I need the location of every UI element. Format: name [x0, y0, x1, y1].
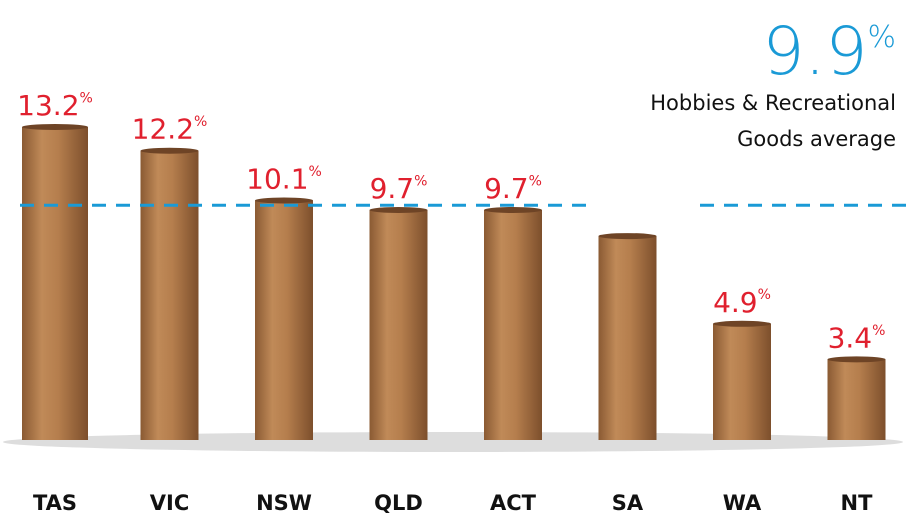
tube	[713, 320, 771, 440]
category-label: NSW	[256, 491, 312, 515]
category-label: WA	[723, 491, 762, 515]
tube	[598, 233, 657, 440]
value-label: 4.9%	[713, 286, 771, 319]
tube-top	[713, 320, 771, 327]
tube	[255, 197, 313, 440]
tube-body	[22, 127, 88, 440]
average-value: 9.9%	[763, 13, 896, 90]
value-label: 9.7%	[370, 172, 428, 205]
tube-body	[369, 209, 428, 440]
tube-body	[484, 209, 542, 440]
floor-shadow	[3, 432, 903, 452]
value-label: 10.1%	[246, 163, 322, 196]
tube	[369, 206, 428, 440]
category-label: ACT	[490, 491, 537, 515]
tube-body	[598, 236, 657, 440]
tube-top	[140, 147, 199, 154]
category-label: NT	[841, 491, 874, 515]
tube-body	[255, 200, 313, 440]
tube-top	[255, 197, 313, 204]
category-label: VIC	[150, 491, 189, 515]
tube-top	[22, 124, 88, 130]
category-label: QLD	[374, 491, 423, 515]
tube	[827, 356, 886, 440]
tube-top	[369, 206, 428, 213]
tube	[484, 206, 542, 440]
tube-top	[484, 206, 542, 213]
average-caption: Hobbies & Recreational	[650, 91, 896, 115]
tube	[140, 147, 199, 440]
value-label: 3.4%	[828, 321, 886, 354]
category-label: TAS	[33, 491, 77, 515]
tube	[22, 124, 88, 440]
value-label: 13.2%	[17, 89, 93, 122]
tube-body	[713, 323, 771, 440]
tube-top	[827, 356, 886, 363]
tube-body	[827, 359, 886, 440]
tube-top	[598, 233, 657, 240]
value-label: 9.7%	[484, 172, 542, 205]
tube-body	[140, 150, 199, 440]
value-label: 12.2%	[132, 113, 208, 146]
category-label: SA	[612, 491, 644, 515]
average-caption: Goods average	[737, 127, 896, 151]
